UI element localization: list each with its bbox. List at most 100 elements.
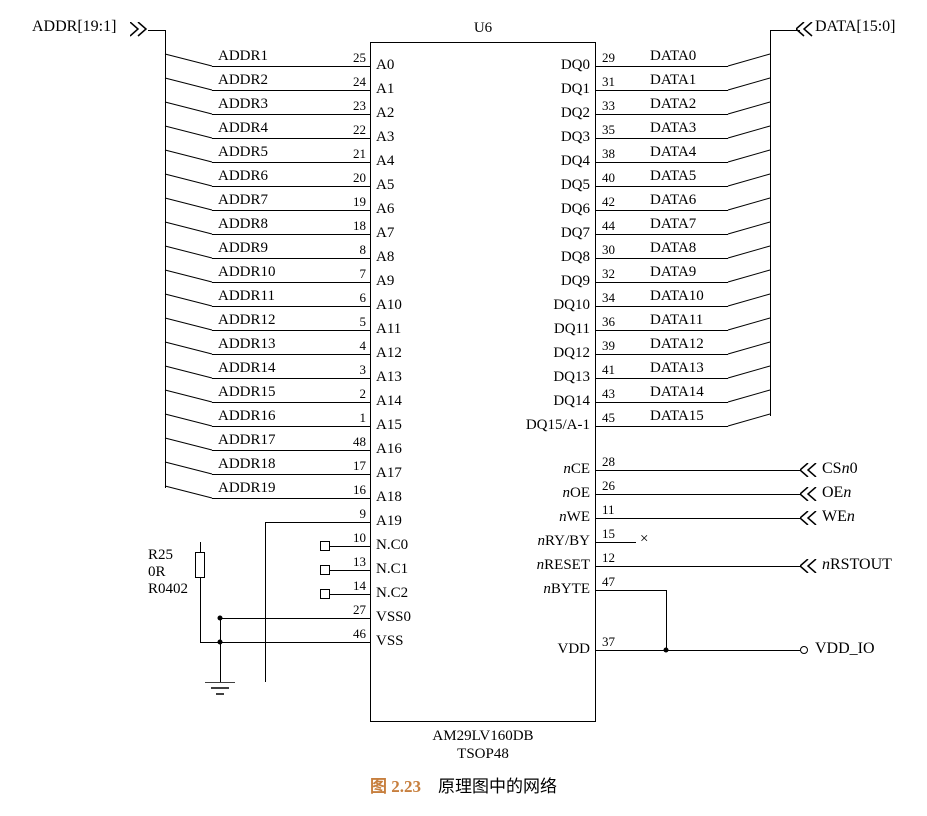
pin-name: A9 bbox=[376, 273, 394, 290]
pin-number: 13 bbox=[338, 554, 366, 570]
pin-number: 24 bbox=[338, 74, 366, 90]
resistor-value: 0R bbox=[148, 564, 166, 581]
net-label: DATA5 bbox=[650, 168, 696, 185]
pin-name: A2 bbox=[376, 105, 394, 122]
chip-part: AM29LV160DB bbox=[370, 728, 596, 745]
nc-terminal bbox=[320, 565, 330, 575]
pin-name: A11 bbox=[376, 321, 401, 338]
pin-name: A18 bbox=[376, 489, 402, 506]
pin-number: 25 bbox=[338, 50, 366, 66]
pin-name: DQ3 bbox=[520, 129, 590, 146]
net-label: DATA15 bbox=[650, 408, 704, 425]
pin-number: 47 bbox=[602, 574, 615, 590]
no-connect-x: × bbox=[640, 531, 648, 548]
net-label: ADDR6 bbox=[218, 168, 268, 185]
pin-name: A13 bbox=[376, 369, 402, 386]
pin-number: 11 bbox=[602, 502, 615, 518]
pin-name: A12 bbox=[376, 345, 402, 362]
pin-number: 40 bbox=[602, 170, 615, 186]
pin-number: 29 bbox=[602, 50, 615, 66]
pin-name: DQ13 bbox=[520, 369, 590, 386]
net-label: ADDR12 bbox=[218, 312, 276, 329]
pin-number: 35 bbox=[602, 122, 615, 138]
pin-name: N.C1 bbox=[376, 561, 408, 578]
net-label: DATA2 bbox=[650, 96, 696, 113]
pin-number: 3 bbox=[338, 362, 366, 378]
pin-number: 19 bbox=[338, 194, 366, 210]
resistor-body bbox=[195, 552, 205, 578]
pin-name: A19 bbox=[376, 513, 402, 530]
pin-name: DQ1 bbox=[520, 81, 590, 98]
pin-number: 31 bbox=[602, 74, 615, 90]
pin-number: 45 bbox=[602, 410, 615, 426]
pin-name: A4 bbox=[376, 153, 394, 170]
pin-name: DQ10 bbox=[520, 297, 590, 314]
pin-name: VDD bbox=[536, 641, 590, 658]
net-label: ADDR7 bbox=[218, 192, 268, 209]
pin-number: 36 bbox=[602, 314, 615, 330]
net-label: DATA8 bbox=[650, 240, 696, 257]
net-label: DATA0 bbox=[650, 48, 696, 65]
pin-number: 34 bbox=[602, 290, 615, 306]
net-label: DATA9 bbox=[650, 264, 696, 281]
chip-refdes: U6 bbox=[370, 20, 596, 37]
net-label: ADDR1 bbox=[218, 48, 268, 65]
pin-number: 21 bbox=[338, 146, 366, 162]
pin-number: 17 bbox=[338, 458, 366, 474]
pin-name: A16 bbox=[376, 441, 402, 458]
pin-number: 23 bbox=[338, 98, 366, 114]
pin-number: 41 bbox=[602, 362, 615, 378]
net-label: ADDR11 bbox=[218, 288, 275, 305]
net-label: ADDR2 bbox=[218, 72, 268, 89]
net-label: DATA7 bbox=[650, 216, 696, 233]
bus-port-addr: ADDR[19:1] bbox=[32, 18, 116, 36]
net-label: DATA13 bbox=[650, 360, 704, 377]
pin-number: 14 bbox=[338, 578, 366, 594]
pin-name: A15 bbox=[376, 417, 402, 434]
pin-number: 38 bbox=[602, 146, 615, 162]
net-label: ADDR13 bbox=[218, 336, 276, 353]
pin-name: N.C2 bbox=[376, 585, 408, 602]
pin-name: DQ12 bbox=[520, 345, 590, 362]
net-label: ADDR15 bbox=[218, 384, 276, 401]
pin-number: 28 bbox=[602, 454, 615, 470]
pin-name: VSS0 bbox=[376, 609, 411, 626]
figure-caption: 图 2.23 原理图中的网络 bbox=[0, 772, 927, 797]
pin-number: 26 bbox=[602, 478, 615, 494]
pin-number: 5 bbox=[338, 314, 366, 330]
pin-name: nRY/BY bbox=[510, 533, 590, 550]
resistor-footprint: R0402 bbox=[148, 581, 188, 598]
pin-number: 44 bbox=[602, 218, 615, 234]
pin-name: nBYTE bbox=[510, 581, 590, 598]
net-label: ADDR18 bbox=[218, 456, 276, 473]
pin-number: 6 bbox=[338, 290, 366, 306]
pin-number: 32 bbox=[602, 266, 615, 282]
net-label: ADDR4 bbox=[218, 120, 268, 137]
pin-number: 15 bbox=[602, 526, 615, 542]
pin-name: nCE bbox=[510, 461, 590, 478]
net-label: ADDR16 bbox=[218, 408, 276, 425]
pin-name: A17 bbox=[376, 465, 402, 482]
pin-name: A10 bbox=[376, 297, 402, 314]
pin-name: DQ7 bbox=[520, 225, 590, 242]
pin-name: A3 bbox=[376, 129, 394, 146]
pin-number: 18 bbox=[338, 218, 366, 234]
pin-number: 12 bbox=[602, 550, 615, 566]
junction-dot bbox=[218, 616, 223, 621]
pin-number: 46 bbox=[338, 626, 366, 642]
net-label: ADDR9 bbox=[218, 240, 268, 257]
pin-name: A0 bbox=[376, 57, 394, 74]
pin-name: DQ4 bbox=[520, 153, 590, 170]
nc-terminal bbox=[320, 589, 330, 599]
net-label: DATA12 bbox=[650, 336, 704, 353]
pin-number: 37 bbox=[602, 634, 615, 650]
pin-name: A6 bbox=[376, 201, 394, 218]
port-label: CSn0 bbox=[822, 460, 858, 478]
pin-name: DQ11 bbox=[520, 321, 590, 338]
pin-name: DQ9 bbox=[520, 273, 590, 290]
pin-number: 33 bbox=[602, 98, 615, 114]
pin-number: 43 bbox=[602, 386, 615, 402]
bus-port-data: DATA[15:0] bbox=[815, 18, 895, 36]
net-label: DATA3 bbox=[650, 120, 696, 137]
pin-number: 9 bbox=[338, 506, 366, 522]
